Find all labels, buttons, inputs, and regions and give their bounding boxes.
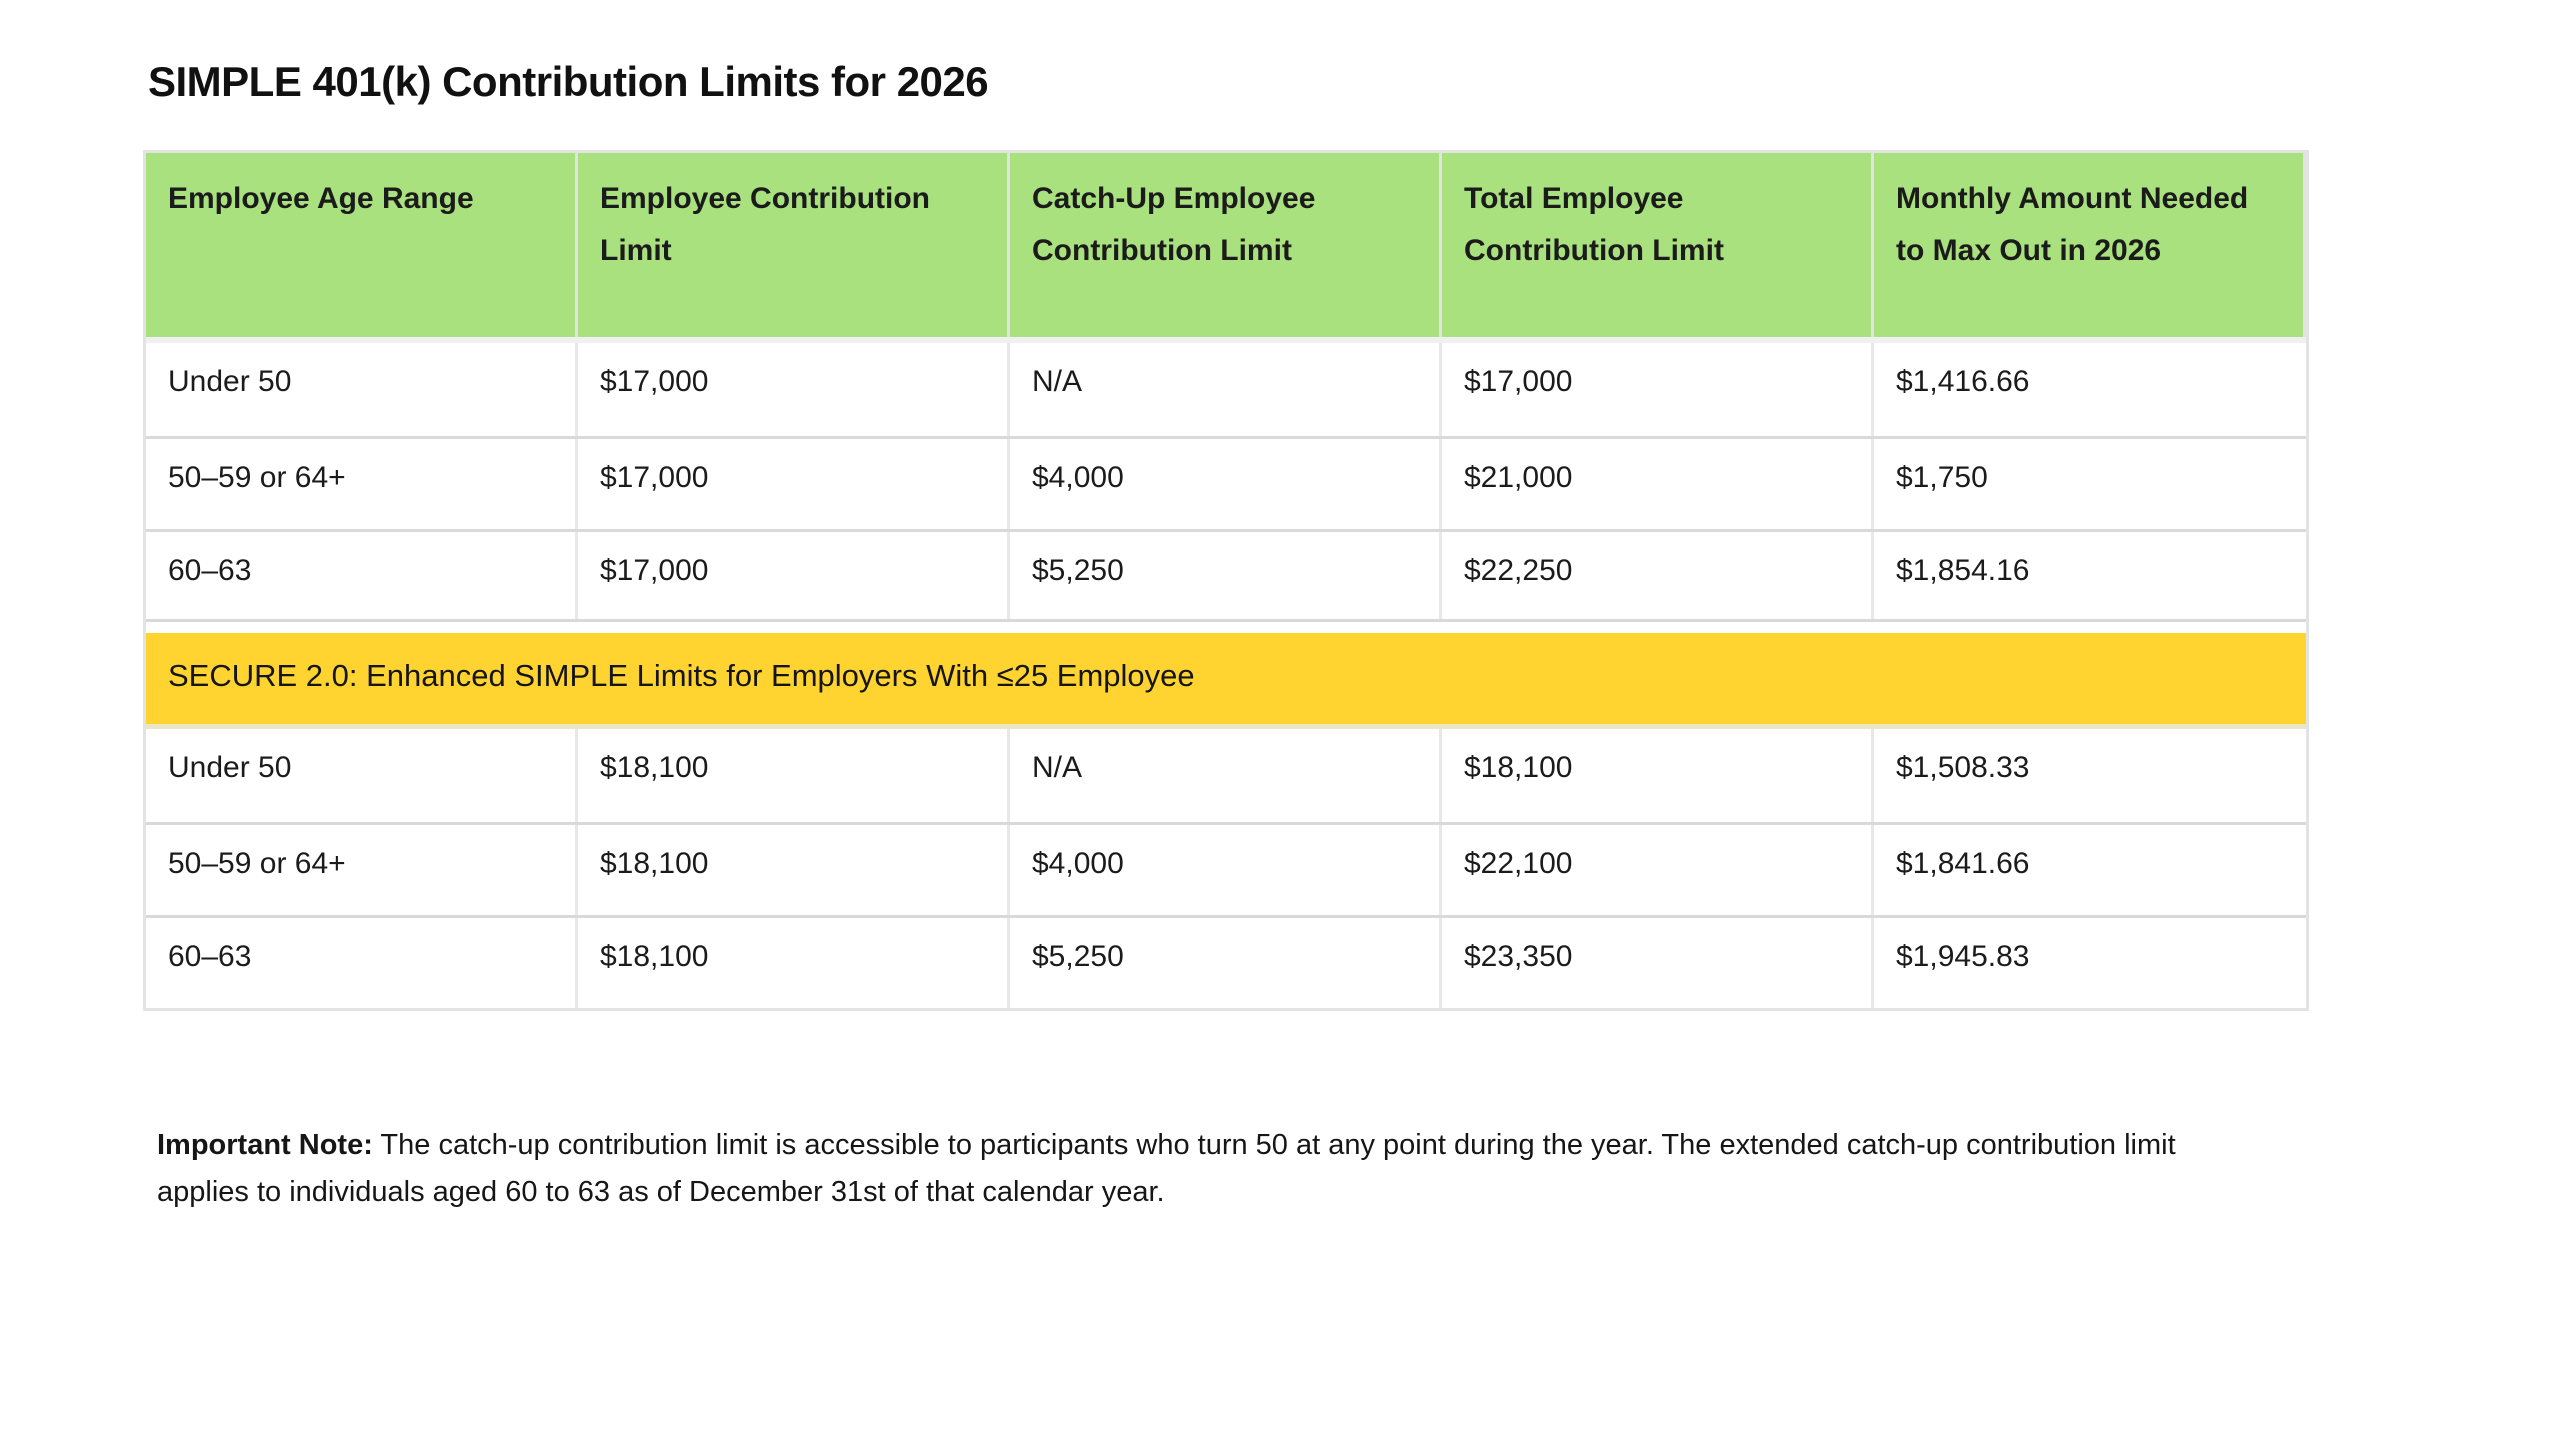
cell-catch-up-limit: $4,000	[1010, 825, 1442, 915]
cell-total-limit: $23,350	[1442, 918, 1874, 1008]
cell-monthly-amount: $1,841.66	[1896, 847, 2030, 880]
header-total-contribution-limit: Total Employee Contribution Limit	[1442, 153, 1874, 337]
important-note: Important Note: The catch-up contributio…	[157, 1122, 2176, 1216]
cell-employee-limit: $18,100	[578, 729, 1010, 822]
cell-employee-limit: $17,000	[578, 532, 1010, 619]
note-text-1: The catch-up contribution limit is acces…	[380, 1129, 2176, 1161]
page-title: SIMPLE 401(k) Contribution Limits for 20…	[148, 58, 989, 105]
table-row-standard-60-63: 60–63 $17,000 $5,250 $22,250 $1,854.16	[146, 529, 2306, 622]
cell-age-range: 60–63	[146, 918, 578, 1008]
cell-monthly-amount: $1,945.83	[1896, 940, 2030, 973]
note-line-1: Important Note: The catch-up contributio…	[157, 1122, 2176, 1169]
header-employee-contribution-limit: Employee Contribution Limit	[578, 153, 1010, 337]
cell-catch-up-limit: $4,000	[1010, 439, 1442, 529]
table-row-enhanced-50-59-64plus: 50–59 or 64+ $18,100 $4,000 $22,100 $1,8…	[146, 822, 2306, 915]
cell-age-range: 60–63	[146, 532, 578, 619]
cell-catch-up-limit: $5,250	[1010, 918, 1442, 1008]
cell-total-limit: $21,000	[1442, 439, 1874, 529]
cell-monthly-amount: $1,854.16	[1896, 554, 2030, 587]
cell-total-limit: $22,100	[1442, 825, 1874, 915]
cell-employee-limit: $17,000	[578, 439, 1010, 529]
cell-age-range: 50–59 or 64+	[146, 825, 578, 915]
cell-total-limit: $22,250	[1442, 532, 1874, 619]
cell-total-limit: $18,100	[1442, 729, 1874, 822]
cell-catch-up-limit: N/A	[1010, 729, 1442, 822]
table-row-enhanced-under-50: Under 50 $18,100 N/A $18,100 $1,508.33	[146, 729, 2306, 822]
cell-employee-limit: $17,000	[578, 343, 1010, 436]
header-monthly-amount-needed: Monthly Amount Needed to Max Out in 2026	[1874, 153, 2306, 337]
table-row-enhanced-60-63: 60–63 $18,100 $5,250 $23,350 $1,945.83	[146, 915, 2306, 1008]
cell-catch-up-limit: $5,250	[1010, 532, 1442, 619]
cell-employee-limit: $18,100	[578, 825, 1010, 915]
table-row-standard-under-50: Under 50 $17,000 N/A $17,000 $1,416.66	[146, 343, 2306, 436]
cell-age-range: Under 50	[146, 343, 578, 436]
cell-monthly-amount: $1,508.33	[1896, 751, 2030, 784]
cell-catch-up-limit: N/A	[1010, 343, 1442, 436]
table-row-standard-50-59-64plus: 50–59 or 64+ $17,000 $4,000 $21,000 $1,7…	[146, 436, 2306, 529]
cell-employee-limit: $18,100	[578, 918, 1010, 1008]
cell-age-range: 50–59 or 64+	[146, 439, 578, 529]
header-employee-age-range: Employee Age Range	[146, 153, 578, 337]
cell-monthly-amount: $1,416.66	[1896, 365, 2030, 398]
header-catch-up-contribution-limit: Catch-Up Employee Contribution Limit	[1010, 153, 1442, 337]
note-line-2: applies to individuals aged 60 to 63 as …	[157, 1176, 1165, 1208]
contribution-limits-table: Employee Age Range Employee Contribution…	[143, 150, 2309, 1011]
cell-age-range: Under 50	[146, 729, 578, 822]
cell-total-limit: $17,000	[1442, 343, 1874, 436]
note-label: Important Note:	[157, 1129, 373, 1161]
table-header-row: Employee Age Range Employee Contribution…	[146, 153, 2306, 343]
cell-monthly-amount: $1,750	[1896, 461, 1988, 494]
secure-2-banner-row: SECURE 2.0: Enhanced SIMPLE Limits for E…	[146, 633, 2306, 729]
secure-2-banner-text: SECURE 2.0: Enhanced SIMPLE Limits for E…	[168, 657, 1195, 693]
